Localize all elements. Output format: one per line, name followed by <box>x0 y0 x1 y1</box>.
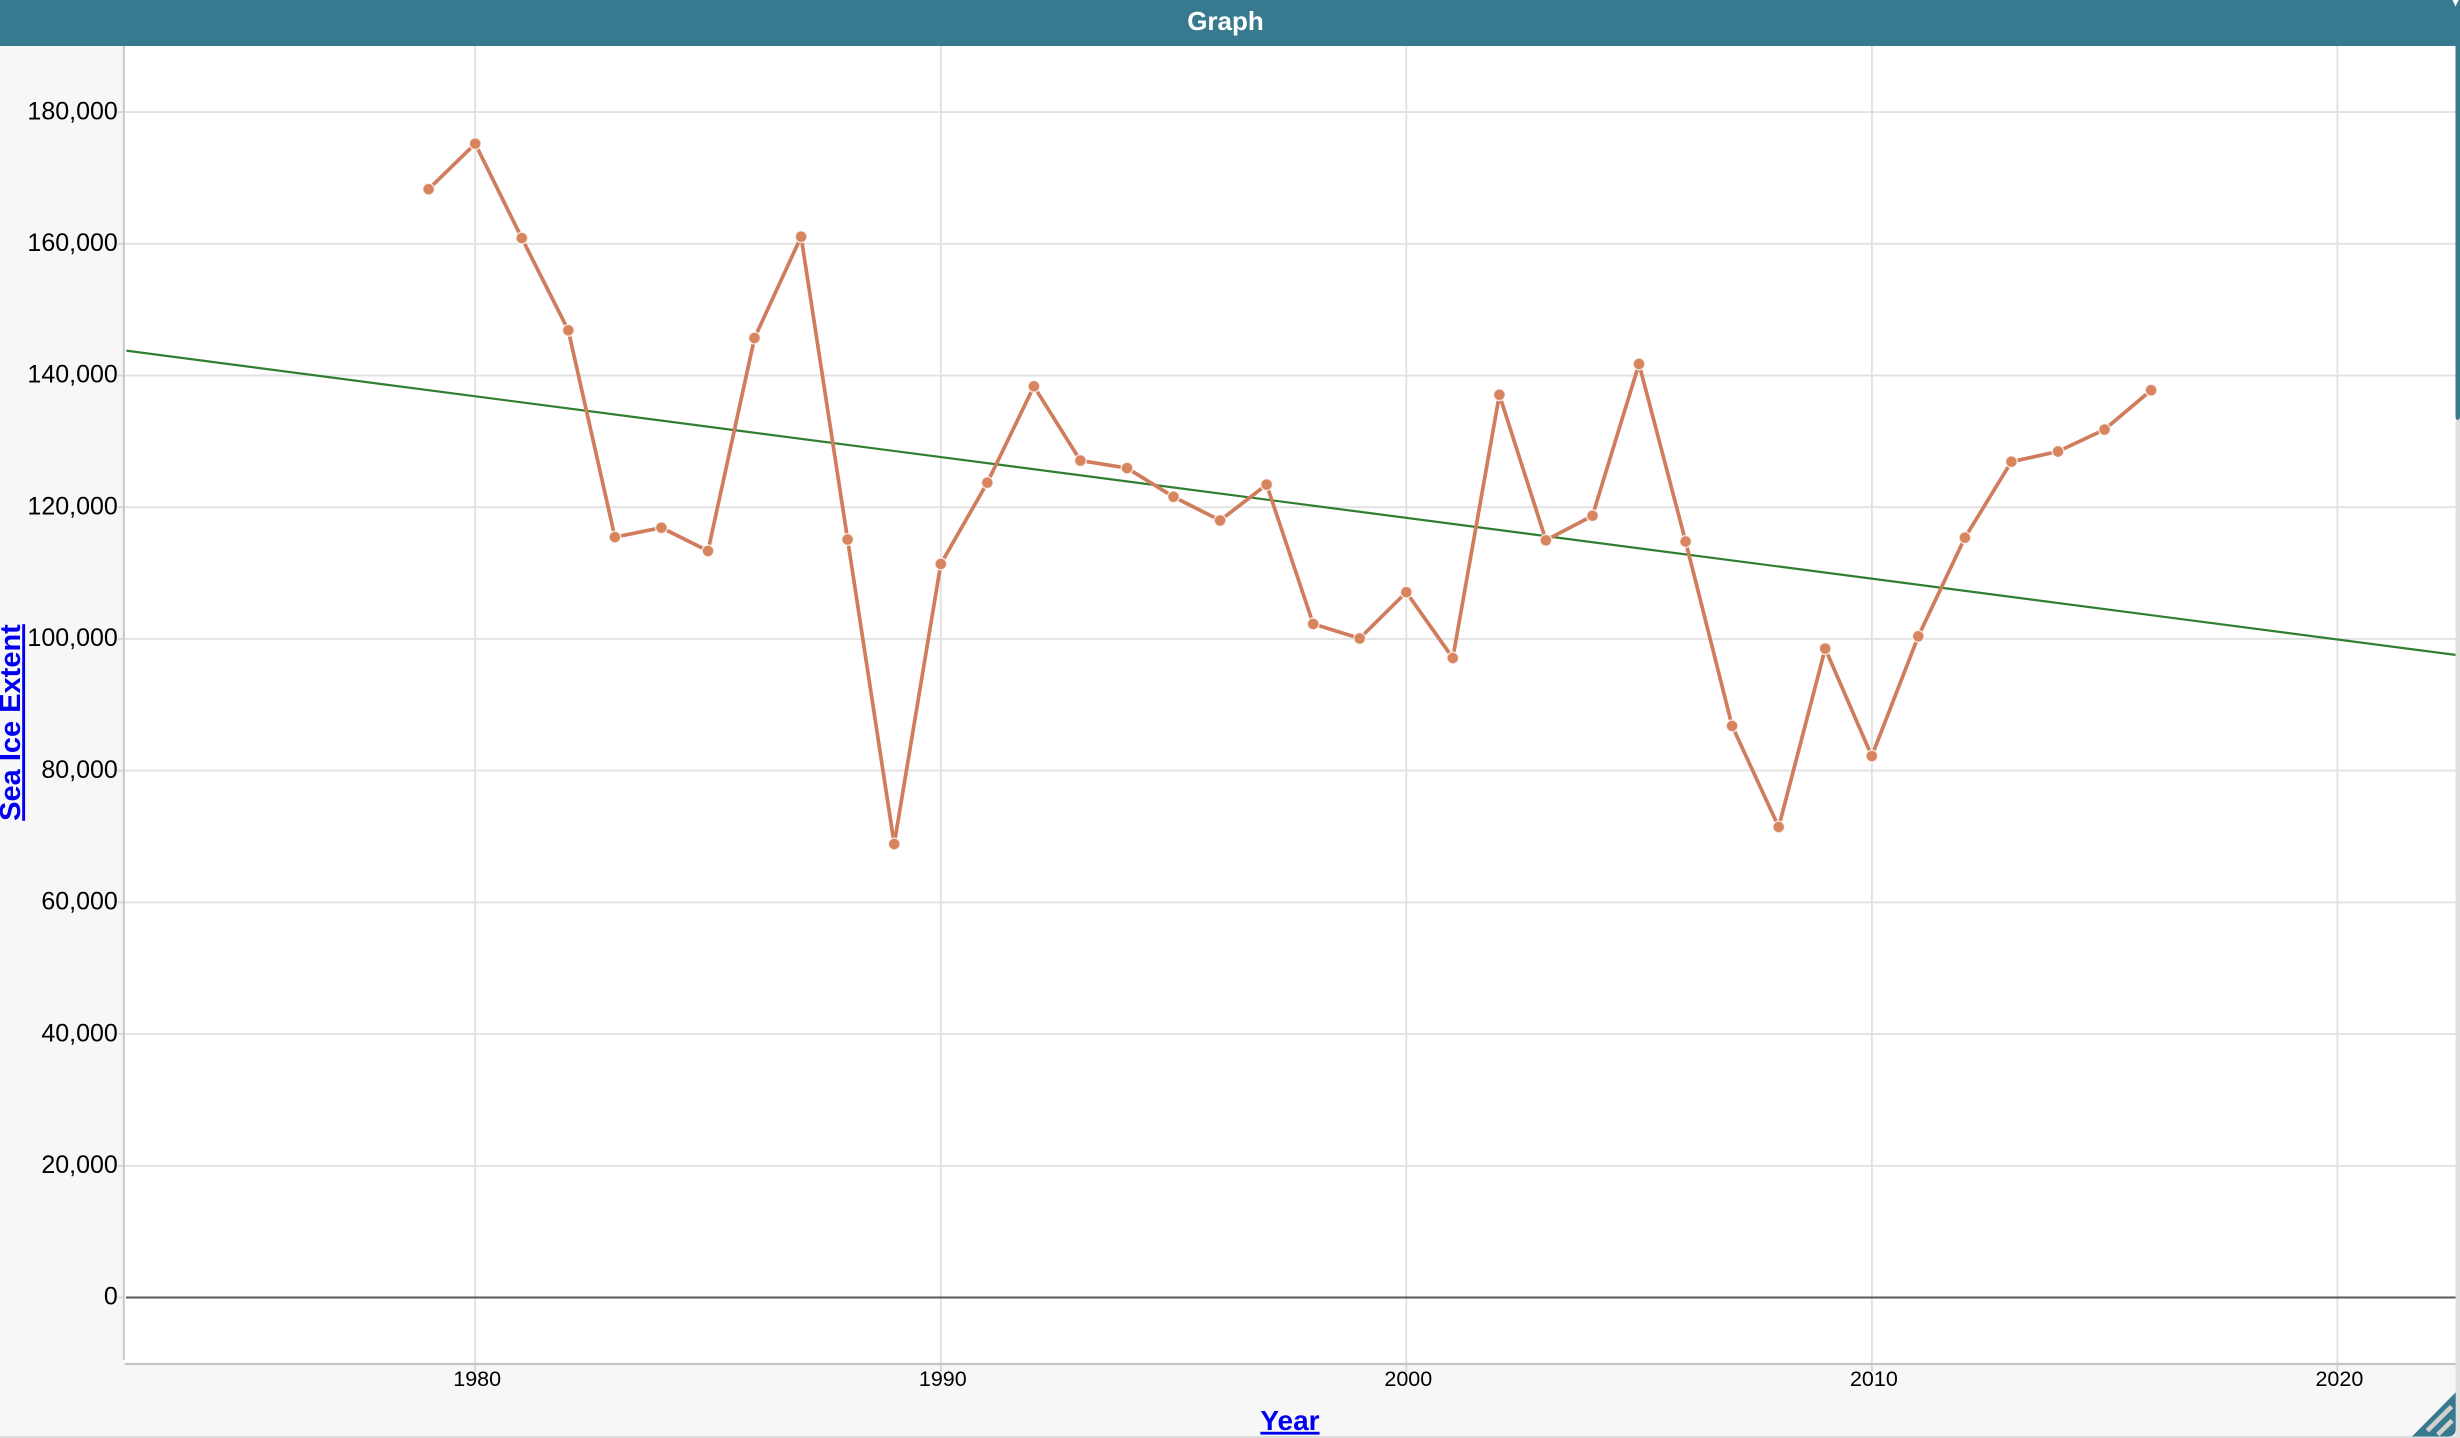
svg-text:2000: 2000 <box>1384 1367 1432 1391</box>
svg-text:180,000: 180,000 <box>27 97 117 125</box>
svg-text:140,000: 140,000 <box>27 361 117 389</box>
svg-text:Sea Ice Extent: Sea Ice Extent <box>0 624 27 821</box>
svg-text:1990: 1990 <box>919 1367 967 1391</box>
svg-text:40,000: 40,000 <box>41 1019 117 1047</box>
svg-text:160,000: 160,000 <box>27 229 117 257</box>
svg-text:80,000: 80,000 <box>41 756 117 784</box>
svg-text:Year: Year <box>1260 1405 1319 1436</box>
svg-text:60,000: 60,000 <box>41 888 117 916</box>
svg-text:20,000: 20,000 <box>41 1151 117 1179</box>
svg-text:120,000: 120,000 <box>27 492 117 520</box>
svg-text:2010: 2010 <box>1850 1367 1898 1391</box>
svg-text:0: 0 <box>104 1283 118 1311</box>
svg-text:100,000: 100,000 <box>27 624 117 652</box>
svg-text:1980: 1980 <box>453 1367 501 1391</box>
svg-text:2020: 2020 <box>2315 1367 2363 1391</box>
